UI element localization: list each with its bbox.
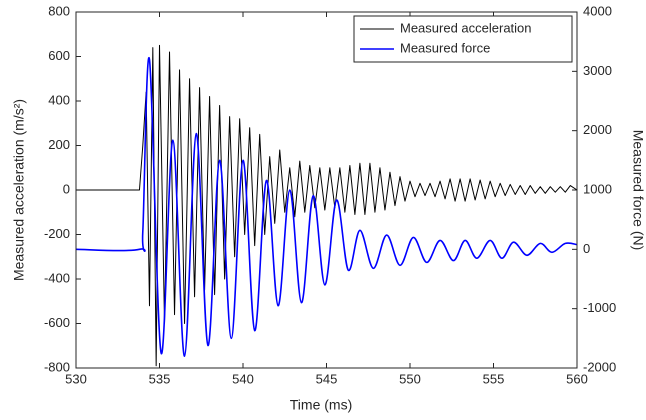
y2-axis-label: Measured force (N) xyxy=(630,130,646,251)
plot-frame xyxy=(75,11,578,369)
y2-tick-label: 2000 xyxy=(583,122,612,137)
legend-label: Measured force xyxy=(400,40,490,55)
y-axis-label: Measured acceleration (m/s²) xyxy=(11,99,27,281)
y-tick-label: 600 xyxy=(48,48,70,63)
y2-tick-label: 4000 xyxy=(583,3,612,18)
y-tick-label: 400 xyxy=(48,92,70,107)
x-tick-label: 555 xyxy=(483,371,505,386)
y2-tick-label: 0 xyxy=(583,241,590,256)
y-tick-label: -400 xyxy=(44,270,70,285)
legend-box xyxy=(353,15,573,63)
y-tick-label: 200 xyxy=(48,137,70,152)
y-tick-label: 0 xyxy=(63,181,70,196)
x-axis-label: Time (ms) xyxy=(290,397,352,413)
y-tick-label: -200 xyxy=(44,226,70,241)
y2-tick-label: 1000 xyxy=(583,181,612,196)
y2-tick-label: -1000 xyxy=(583,300,616,315)
y-tick-label: -800 xyxy=(44,359,70,374)
x-tick-label: 530 xyxy=(65,371,87,386)
y-tick-label: -600 xyxy=(44,315,70,330)
y-tick-label: 800 xyxy=(48,3,70,18)
x-tick-label: 545 xyxy=(316,371,338,386)
legend-label: Measured acceleration xyxy=(400,20,532,35)
y2-tick-label: 3000 xyxy=(583,63,612,78)
x-tick-label: 550 xyxy=(399,371,421,386)
x-tick-label: 535 xyxy=(149,371,171,386)
line-series xyxy=(76,44,578,367)
x-tick-label: 560 xyxy=(566,371,588,386)
line-series xyxy=(75,56,578,357)
x-tick-label: 540 xyxy=(232,371,254,386)
y2-tick-label: -2000 xyxy=(583,359,616,374)
